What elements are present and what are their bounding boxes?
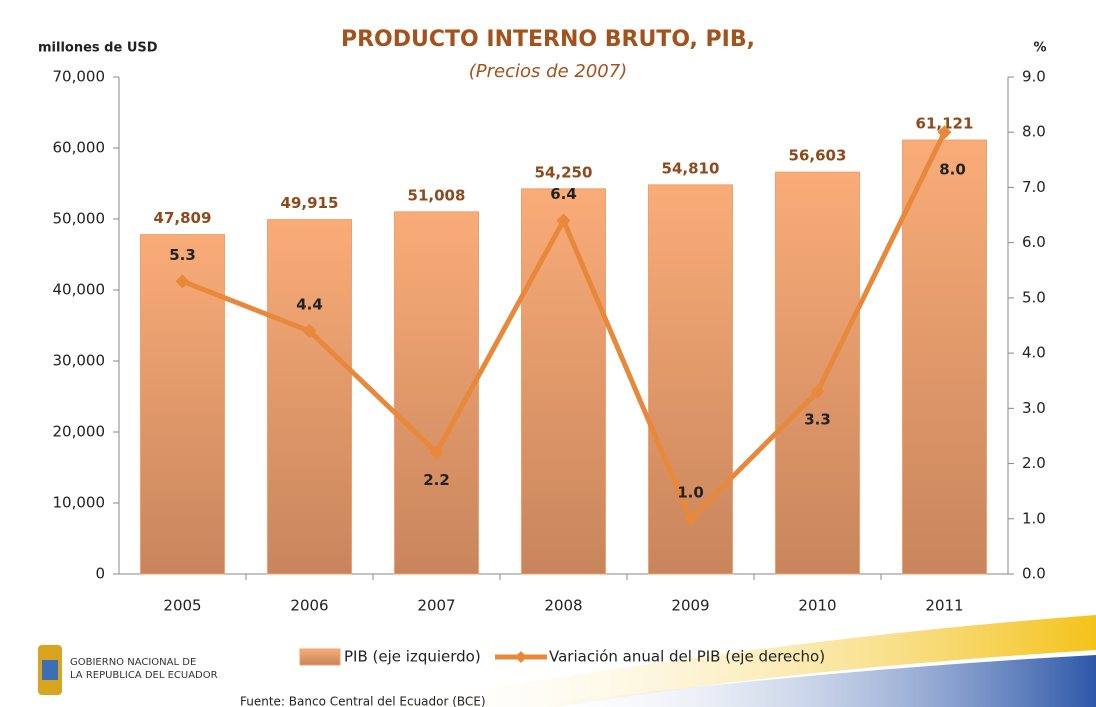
bar xyxy=(648,184,733,575)
y-tick-label: 50,000 xyxy=(53,210,106,228)
x-tick-label: 2010 xyxy=(798,597,836,615)
y2-tick-label: 5.0 xyxy=(1022,288,1046,306)
logo: GOBIERNO NACIONAL DE LA REPUBLICA DEL EC… xyxy=(38,645,218,695)
y2-tick-label: 8.0 xyxy=(1022,123,1046,141)
line-value-label: 3.3 xyxy=(804,410,831,428)
bar-value-label: 54,810 xyxy=(662,159,720,177)
legend-label: Variación anual del PIB (eje derecho) xyxy=(549,648,825,666)
y-tick-label: 30,000 xyxy=(53,352,106,370)
bar-value-label: 54,250 xyxy=(535,163,593,181)
bar-value-label: 56,603 xyxy=(789,147,847,165)
logo-text: GOBIERNO NACIONAL DE xyxy=(70,657,196,668)
bar xyxy=(267,219,352,575)
y2-tick-label: 4.0 xyxy=(1022,344,1046,362)
line-marker xyxy=(175,274,190,289)
y-tick-label: 40,000 xyxy=(53,281,106,299)
y-tick-label: 20,000 xyxy=(53,423,106,441)
bar-value-label: 47,809 xyxy=(154,209,212,227)
bar xyxy=(521,188,606,575)
line-value-label: 1.0 xyxy=(677,483,704,501)
line-marker xyxy=(556,213,571,228)
x-tick-label: 2007 xyxy=(417,597,455,615)
line-value-label: 6.4 xyxy=(550,185,577,203)
line-marker xyxy=(683,511,698,526)
x-tick-label: 2005 xyxy=(163,597,201,615)
bar-value-label: 49,915 xyxy=(281,194,339,212)
x-tick-label: 2009 xyxy=(671,597,709,615)
bar-value-label: 51,008 xyxy=(408,186,466,204)
y2-axis-label: % xyxy=(1033,41,1046,56)
y-tick-label: 60,000 xyxy=(53,139,106,157)
bar-value-label: 61,121 xyxy=(916,115,974,133)
line-value-label: 8.0 xyxy=(939,161,966,179)
legend-swatch xyxy=(515,651,527,663)
line-marker xyxy=(302,324,317,339)
y2-tick-label: 6.0 xyxy=(1022,233,1046,251)
legend-swatch xyxy=(299,648,341,666)
y-tick-label: 10,000 xyxy=(53,494,106,512)
logo-text: LA REPUBLICA DEL ECUADOR xyxy=(70,670,218,681)
y-tick-label: 70,000 xyxy=(53,68,106,86)
chart-subtitle: (Precios de 2007) xyxy=(469,61,627,82)
bar xyxy=(902,139,987,575)
y-axis-label: millones de USD xyxy=(38,41,158,56)
source: Fuente: Banco Central del Ecuador (BCE) xyxy=(240,695,486,707)
line-marker xyxy=(810,384,825,399)
x-tick-label: 2011 xyxy=(925,597,963,615)
y2-tick-label: 0.0 xyxy=(1022,565,1046,583)
x-tick-label: 2006 xyxy=(290,597,328,615)
line-marker xyxy=(429,445,444,460)
bar xyxy=(394,211,479,575)
y-tick-label: 0 xyxy=(95,565,105,583)
line-value-label: 2.2 xyxy=(423,471,450,489)
line-value-label: 5.3 xyxy=(169,246,196,264)
x-tick-label: 2008 xyxy=(544,597,582,615)
y2-tick-label: 7.0 xyxy=(1022,178,1046,196)
y2-tick-label: 2.0 xyxy=(1022,454,1046,472)
y2-tick-label: 3.0 xyxy=(1022,399,1046,417)
line-marker xyxy=(937,125,952,140)
bar xyxy=(775,171,860,575)
chart-title: PRODUCTO INTERNO BRUTO, PIB, xyxy=(341,27,755,52)
line-value-label: 4.4 xyxy=(296,296,323,314)
decor-band xyxy=(520,655,1096,707)
legend-label: PIB (eje izquierdo) xyxy=(344,648,481,666)
y2-tick-label: 1.0 xyxy=(1022,509,1046,527)
decor-band xyxy=(380,615,1096,707)
y2-tick-label: 9.0 xyxy=(1022,68,1046,86)
